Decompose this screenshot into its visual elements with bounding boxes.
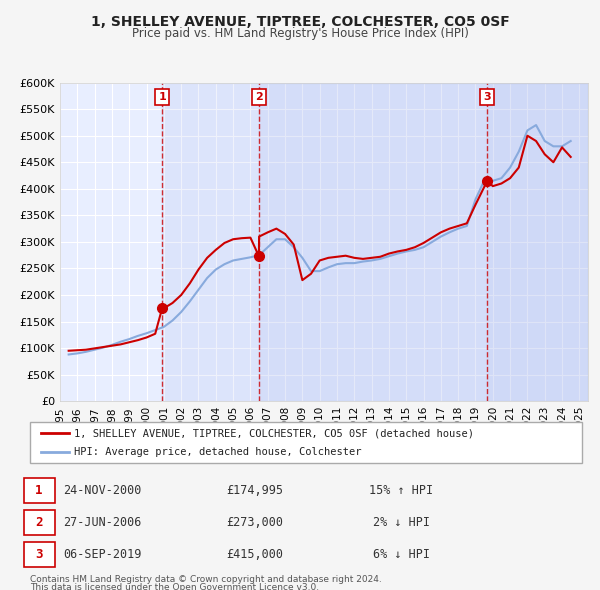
Text: 24-NOV-2000: 24-NOV-2000: [64, 484, 142, 497]
Text: Price paid vs. HM Land Registry's House Price Index (HPI): Price paid vs. HM Land Registry's House …: [131, 27, 469, 40]
Text: 15% ↑ HPI: 15% ↑ HPI: [370, 484, 434, 497]
Text: £174,995: £174,995: [226, 484, 283, 497]
Bar: [162, 83, 588, 401]
Text: 2% ↓ HPI: 2% ↓ HPI: [373, 516, 430, 529]
Text: £273,000: £273,000: [226, 516, 283, 529]
Text: 3: 3: [35, 548, 43, 561]
Text: 1, SHELLEY AVENUE, TIPTREE, COLCHESTER, CO5 0SF: 1, SHELLEY AVENUE, TIPTREE, COLCHESTER, …: [91, 15, 509, 29]
Text: This data is licensed under the Open Government Licence v3.0.: This data is licensed under the Open Gov…: [30, 583, 319, 590]
Bar: [259, 83, 588, 401]
FancyBboxPatch shape: [23, 478, 55, 503]
Text: 6% ↓ HPI: 6% ↓ HPI: [373, 548, 430, 561]
Text: 2: 2: [255, 92, 263, 102]
FancyBboxPatch shape: [23, 510, 55, 535]
Text: 27-JUN-2006: 27-JUN-2006: [64, 516, 142, 529]
Text: £415,000: £415,000: [226, 548, 283, 561]
FancyBboxPatch shape: [23, 542, 55, 568]
Text: Contains HM Land Registry data © Crown copyright and database right 2024.: Contains HM Land Registry data © Crown c…: [30, 575, 382, 584]
Text: 2: 2: [35, 516, 43, 529]
FancyBboxPatch shape: [30, 422, 582, 463]
Text: 3: 3: [484, 92, 491, 102]
Text: 06-SEP-2019: 06-SEP-2019: [64, 548, 142, 561]
Text: 1: 1: [35, 484, 43, 497]
Bar: [487, 83, 588, 401]
Text: 1, SHELLEY AVENUE, TIPTREE, COLCHESTER, CO5 0SF (detached house): 1, SHELLEY AVENUE, TIPTREE, COLCHESTER, …: [74, 428, 474, 438]
Text: HPI: Average price, detached house, Colchester: HPI: Average price, detached house, Colc…: [74, 447, 362, 457]
Text: 1: 1: [158, 92, 166, 102]
